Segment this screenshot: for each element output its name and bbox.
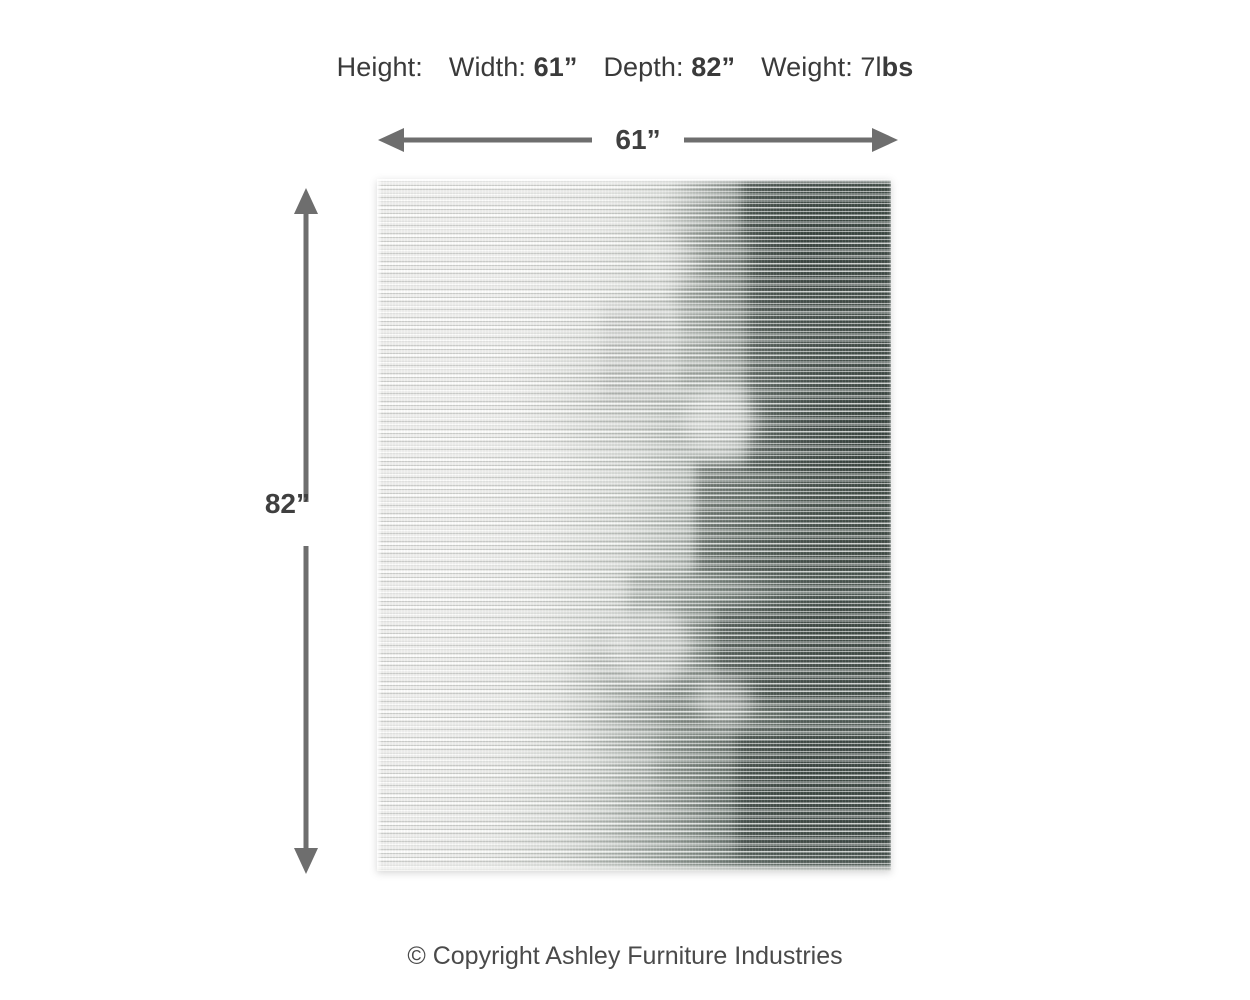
rug-edge-right [888,179,891,871]
width-dimension-label: 61” [615,124,661,155]
arrow-left-head-icon [378,128,404,152]
rug-edge-left [377,179,382,871]
product-spec-line: Height: Width: 61” Depth: 82” Weight: 7l… [0,52,1250,83]
width-arrow-graphic [378,128,898,152]
height-dimension-arrow: 82” [265,188,324,874]
spec-depth-value: 82” [691,52,736,82]
spec-width: Width: 61” [449,52,578,83]
height-arrow-graphic [294,188,318,874]
rug-weave-texture [377,179,891,871]
arrow-left-shaft [402,137,592,143]
spec-depth-label: Depth: [603,52,684,82]
rug-weave-texture-secondary [377,179,891,871]
arrow-upper-shaft [303,212,309,502]
arrow-down-head-icon [294,848,318,874]
product-image-rug [377,179,891,871]
rug-edge-bottom [377,865,891,871]
spec-height: Height: [337,52,423,83]
spec-width-label: Width: [448,52,526,82]
width-dimension-arrow: 61” [378,122,898,158]
arrow-up-head-icon [294,188,318,214]
copyright-text: © Copyright Ashley Furniture Industries [407,942,843,970]
arrow-lower-shaft [303,546,309,848]
rug-warp-texture [377,179,891,871]
arrow-right-shaft [684,137,874,143]
spec-weight-value: 7l [860,52,882,82]
spec-weight-label: Weight: [761,52,853,82]
spec-weight-unit: bs [881,52,914,82]
height-dimension-label: 82” [264,488,310,519]
arrow-right-head-icon [872,128,898,152]
spec-depth: Depth: 82” [603,52,735,83]
spec-width-value: 61” [533,52,578,82]
spec-height-label: Height: [336,52,423,82]
rug-surface [377,179,891,871]
rug-edge-top [377,179,891,184]
spec-weight: Weight: 7lbs [761,52,913,83]
